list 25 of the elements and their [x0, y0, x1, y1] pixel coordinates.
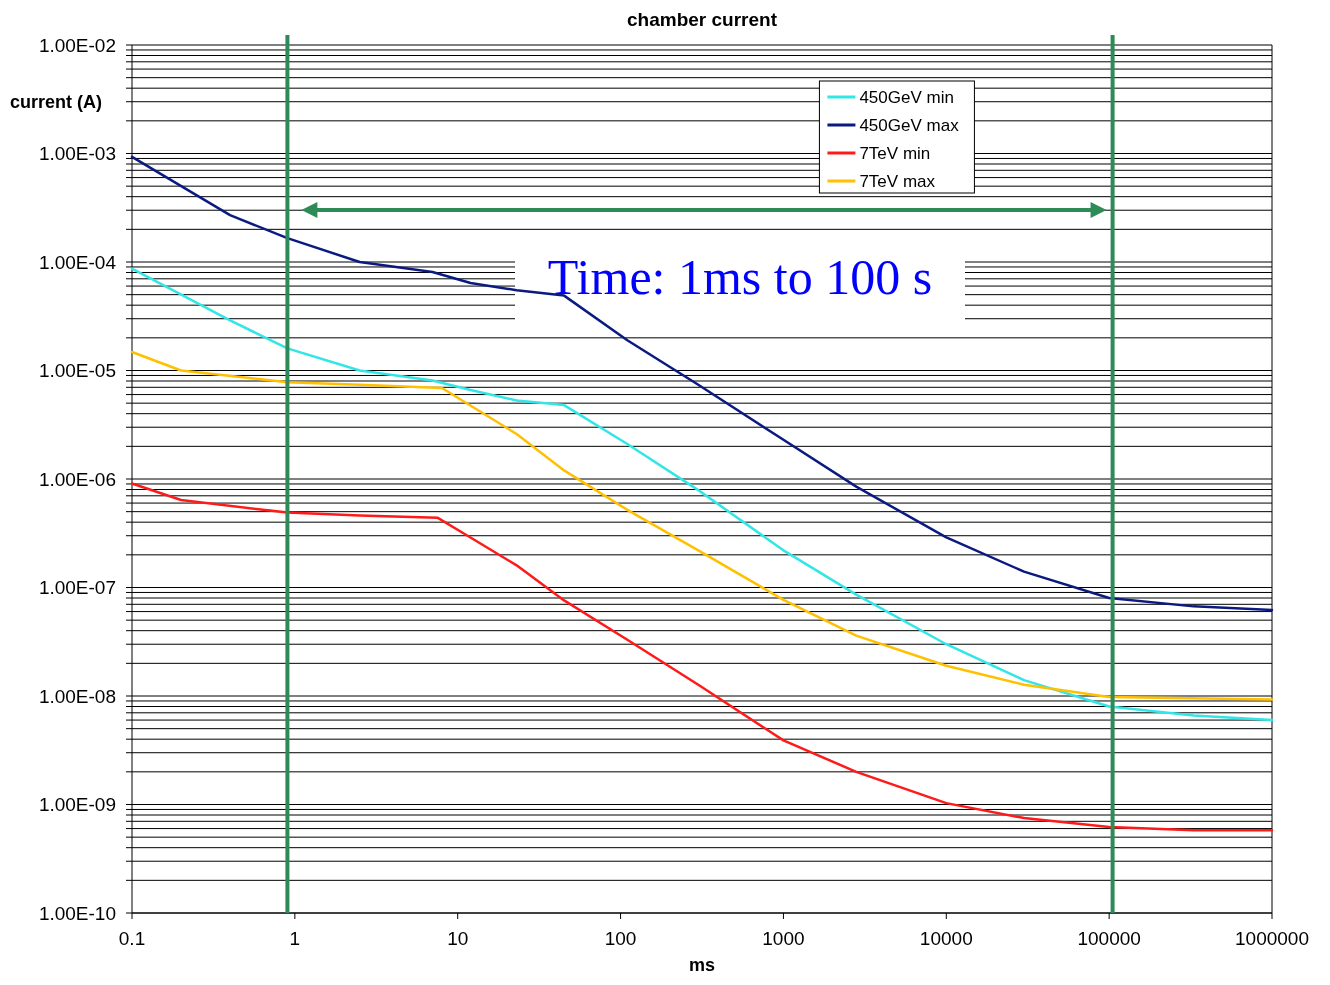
legend-label: 7TeV min: [859, 143, 931, 163]
legend-label: 450GeV max: [859, 115, 960, 135]
x-tick-label: 0.1: [118, 928, 146, 949]
x-tick-label: 1: [289, 928, 301, 949]
y-tick-label: 1.00E-10: [38, 902, 116, 924]
legend-label: 450GeV min: [859, 87, 954, 107]
x-axis-title: ms: [688, 955, 716, 975]
x-tick-label: 1000: [762, 928, 805, 949]
y-tick-label: 1.00E-03: [38, 143, 116, 165]
y-tick-label: 1.00E-06: [38, 468, 116, 490]
y-tick-label: 1.00E-09: [38, 794, 116, 816]
y-tick-label: 1.00E-04: [38, 251, 117, 273]
annotation: Time: 1ms to 100 s: [547, 248, 933, 305]
x-tick-label: 10: [447, 928, 469, 949]
y-tick-label: 1.00E-05: [38, 360, 116, 382]
y-tick-label: 1.00E-02: [38, 34, 116, 56]
y-tick-label: 1.00E-08: [38, 685, 116, 707]
x-tick-label: 100: [604, 928, 637, 949]
chart-title: chamber current: [627, 9, 778, 30]
y-axis-title: current (A): [10, 92, 103, 112]
x-tick-label: 1000000: [1235, 928, 1309, 949]
y-tick-label: 1.00E-07: [38, 577, 116, 599]
legend-label: 7TeV max: [859, 171, 936, 191]
x-tick-label: 10000: [919, 928, 973, 949]
x-tick-label: 100000: [1077, 928, 1141, 949]
